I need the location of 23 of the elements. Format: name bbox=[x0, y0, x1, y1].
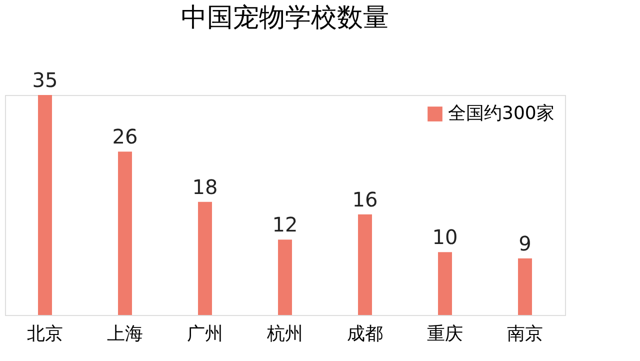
bar bbox=[278, 240, 292, 315]
data-label: 35 bbox=[32, 68, 58, 92]
legend-label: 全国约300家 bbox=[448, 103, 554, 124]
bar bbox=[518, 258, 532, 315]
x-tick-label: 重庆 bbox=[427, 324, 463, 344]
bar bbox=[118, 152, 132, 315]
bar bbox=[38, 95, 52, 315]
bar bbox=[358, 214, 372, 315]
chart-title: 中国宠物学校数量 bbox=[181, 3, 389, 33]
bar bbox=[198, 202, 212, 315]
data-label: 16 bbox=[352, 187, 378, 212]
data-label: 26 bbox=[112, 124, 138, 149]
bar bbox=[438, 252, 452, 315]
x-tick-label: 杭州 bbox=[266, 324, 303, 344]
data-label: 12 bbox=[272, 212, 298, 237]
x-tick-label: 北京 bbox=[27, 324, 63, 344]
x-tick-label: 广州 bbox=[187, 324, 223, 344]
data-label: 18 bbox=[192, 174, 218, 199]
x-tick-label: 成都 bbox=[347, 324, 383, 344]
x-tick-label: 南京 bbox=[507, 324, 543, 344]
x-tick-label: 上海 bbox=[107, 324, 143, 344]
data-label: 10 bbox=[432, 225, 458, 250]
data-label: 9 bbox=[518, 231, 532, 256]
